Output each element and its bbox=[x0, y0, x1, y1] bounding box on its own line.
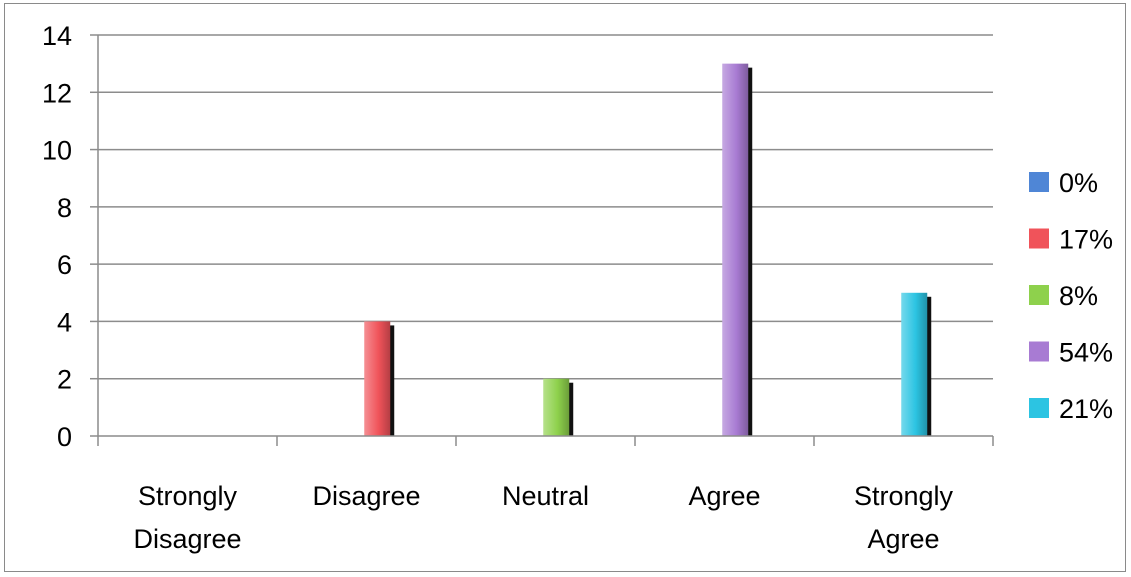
chart-frame bbox=[4, 3, 1126, 572]
legend-label: 54% bbox=[1059, 338, 1113, 368]
x-category-label: Strongly bbox=[854, 481, 954, 511]
y-tick-label: 4 bbox=[57, 307, 72, 337]
x-category-label: Disagree bbox=[312, 481, 420, 511]
bar bbox=[722, 63, 749, 437]
x-category-label: Agree bbox=[867, 524, 939, 554]
legend-label: 21% bbox=[1059, 394, 1113, 424]
bar bbox=[543, 378, 570, 436]
x-category-label: Agree bbox=[688, 481, 760, 511]
legend-swatch bbox=[1029, 398, 1049, 418]
legend-label: 8% bbox=[1059, 281, 1098, 311]
bars bbox=[364, 63, 932, 437]
axes bbox=[97, 35, 994, 446]
y-tick-label: 8 bbox=[57, 193, 72, 223]
legend-swatch bbox=[1029, 172, 1049, 192]
y-tick-label: 6 bbox=[57, 250, 72, 280]
x-category-label: Strongly bbox=[138, 481, 238, 511]
legend-swatch bbox=[1029, 341, 1049, 362]
legend-label: 17% bbox=[1059, 225, 1113, 255]
y-tick-label: 12 bbox=[42, 78, 72, 108]
y-tick-label: 0 bbox=[57, 422, 72, 452]
y-tick-label: 2 bbox=[57, 365, 72, 395]
x-category-label: Disagree bbox=[133, 524, 241, 554]
bar bbox=[364, 321, 391, 436]
x-axis-categories: Strongly Disagree Disagree Neutral Agree Stro… bbox=[133, 481, 953, 554]
legend-label: 0% bbox=[1059, 168, 1098, 198]
legend-swatch bbox=[1029, 228, 1049, 249]
y-tick-label: 10 bbox=[42, 136, 72, 166]
y-axis-ticks: 0 2 4 6 8 10 12 14 bbox=[42, 21, 98, 452]
gridlines bbox=[98, 34, 993, 380]
legend: 0% 17% 8% 54% 21% bbox=[1029, 168, 1113, 424]
x-category-label: Neutral bbox=[502, 481, 589, 511]
legend-swatch bbox=[1029, 285, 1049, 305]
bar bbox=[901, 292, 928, 436]
y-tick-label: 14 bbox=[42, 21, 72, 51]
